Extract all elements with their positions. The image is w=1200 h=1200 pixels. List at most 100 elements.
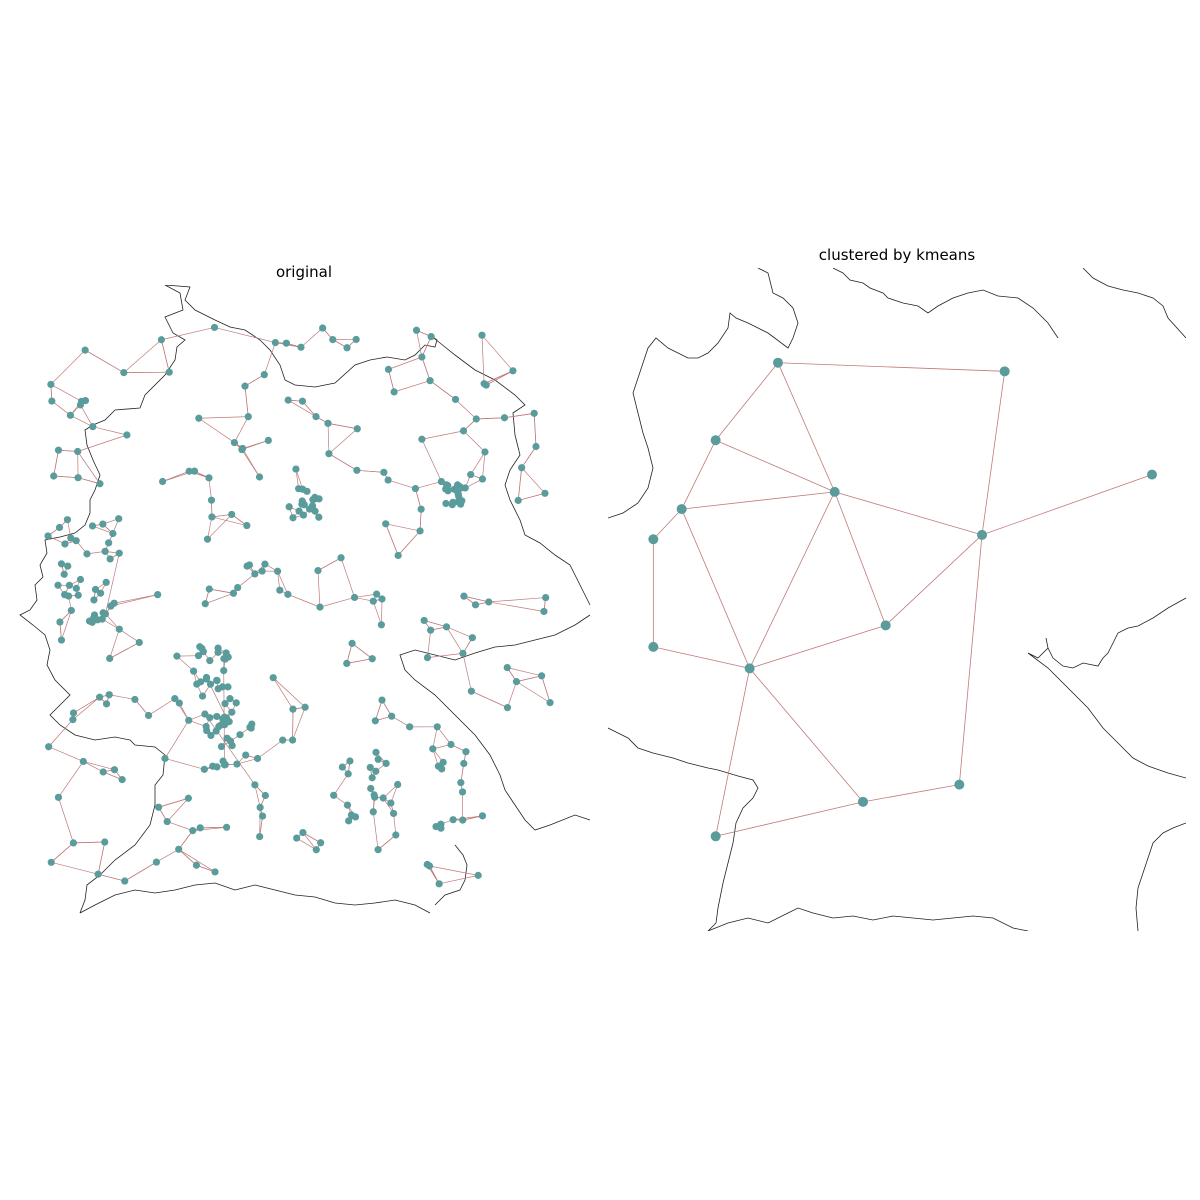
original-bus	[345, 817, 353, 825]
original-line	[481, 335, 485, 384]
original-bus	[102, 700, 111, 708]
original-line	[58, 797, 74, 844]
map-original	[19, 285, 591, 914]
original-line	[541, 675, 551, 703]
original-bus	[343, 344, 351, 352]
original-line	[204, 713, 256, 786]
original-line	[164, 758, 205, 770]
original-line	[84, 349, 125, 373]
original-bus	[368, 655, 376, 663]
clustered-bus	[999, 366, 1010, 377]
original-line	[421, 336, 432, 358]
original-bus	[379, 794, 387, 802]
original-line	[319, 597, 355, 608]
original-bus	[76, 575, 85, 584]
original-line	[109, 694, 135, 700]
original-bus	[144, 711, 153, 720]
original-bus	[503, 704, 512, 712]
original-bus	[418, 353, 426, 361]
original-line	[178, 830, 194, 850]
original-bus	[530, 409, 538, 417]
coastline-baltic-right	[832, 268, 1059, 339]
original-bus	[115, 549, 123, 557]
original-bus	[317, 839, 325, 847]
original-bus	[289, 514, 297, 522]
original-line	[481, 334, 514, 372]
original-bus	[427, 626, 435, 634]
original-bus	[206, 680, 215, 688]
original-line	[158, 797, 189, 808]
original-bus	[65, 581, 73, 589]
original-buses	[44, 323, 554, 888]
original-bus	[244, 413, 252, 421]
original-bus	[115, 625, 123, 633]
original-line	[327, 423, 358, 430]
original-bus	[241, 382, 249, 390]
original-bus	[225, 718, 233, 726]
original-line	[374, 699, 383, 721]
original-bus	[192, 861, 201, 869]
original-bus	[437, 477, 445, 486]
original-bus	[202, 673, 211, 682]
original-bus	[457, 500, 465, 508]
original-bus	[94, 870, 102, 878]
original-bus	[251, 570, 259, 578]
original-bus	[54, 446, 63, 454]
original-line	[427, 630, 432, 658]
original-bus	[373, 590, 381, 598]
original-bus	[214, 644, 222, 652]
original-bus	[208, 513, 216, 521]
original-line	[237, 573, 256, 588]
original-bus	[207, 731, 215, 740]
original-bus	[203, 535, 212, 543]
clustered-line	[885, 534, 983, 626]
original-bus	[223, 734, 231, 742]
original-bus	[61, 591, 69, 599]
original-line	[385, 523, 399, 556]
original-bus	[55, 523, 64, 532]
original-line	[397, 530, 421, 556]
original-bus	[248, 720, 256, 728]
original-bus	[163, 817, 171, 826]
original-bus	[540, 607, 548, 616]
original-bus	[88, 522, 97, 530]
original-line	[205, 592, 234, 605]
original-bus	[213, 712, 221, 721]
original-bus	[337, 554, 345, 562]
original-line	[73, 841, 105, 844]
original-line	[257, 739, 283, 759]
original-bus	[546, 699, 554, 707]
original-bus	[233, 760, 241, 768]
clustered-bus	[710, 435, 721, 446]
clustered-bus	[829, 486, 840, 497]
original-bus	[256, 803, 264, 811]
clustered-line	[981, 474, 1153, 536]
original-bus	[542, 593, 550, 602]
original-bus	[478, 475, 487, 483]
original-line	[80, 404, 94, 427]
original-bus	[285, 503, 293, 511]
original-bus	[315, 513, 323, 521]
original-bus	[154, 803, 163, 811]
original-bus	[212, 727, 220, 735]
original-line	[432, 726, 438, 749]
original-bus	[189, 827, 197, 835]
clustered-line	[749, 624, 886, 669]
original-bus	[378, 595, 386, 603]
original-line	[327, 423, 330, 454]
original-line	[241, 440, 269, 450]
original-bus	[67, 534, 75, 542]
original-line	[333, 773, 349, 796]
original-line	[263, 342, 276, 375]
original-bus	[350, 593, 359, 602]
original-bus	[388, 712, 396, 720]
original-bus	[264, 436, 272, 444]
original-bus	[368, 774, 376, 782]
clustered-line	[749, 668, 864, 803]
original-bus	[261, 791, 269, 800]
original-bus	[195, 414, 203, 422]
clustered-bus	[954, 779, 965, 790]
original-bus	[83, 550, 91, 558]
clustered-bus	[676, 504, 687, 515]
original-bus	[50, 472, 58, 480]
